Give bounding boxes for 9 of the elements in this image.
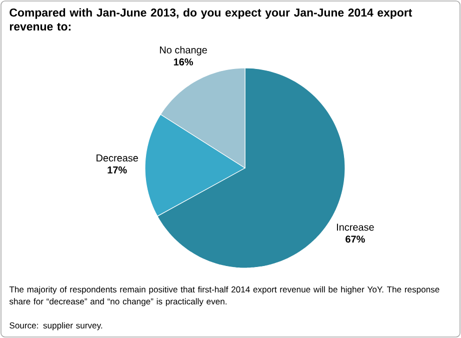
source-note: Source: supplier survey.	[10, 322, 102, 330]
data-label: 67%	[346, 236, 365, 243]
chart-title: Compared with Jan-June 2013, do you expect your Jan-June 2014 export revenue to:	[10, 8, 412, 31]
data-label: 16%	[174, 58, 194, 66]
slice-label: Decrease	[96, 154, 138, 162]
slice-label: No change	[160, 46, 207, 56]
slice-label: Increase	[337, 224, 374, 231]
data-label: 17%	[108, 166, 127, 174]
text: The majority of respondents remain positive that first-half 2014 export revenue will be higher YoY. The response share for “decrease” and “no change” is practically even.	[9, 286, 440, 306]
